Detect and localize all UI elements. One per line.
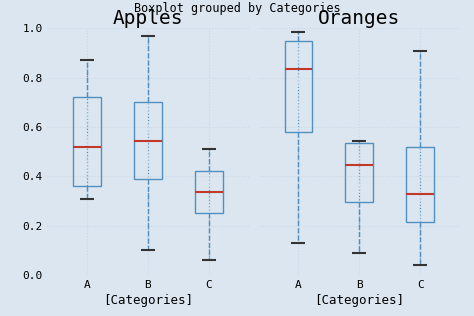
Title: Oranges: Oranges <box>318 9 401 28</box>
X-axis label: [Categories]: [Categories] <box>314 294 404 307</box>
X-axis label: [Categories]: [Categories] <box>103 294 193 307</box>
Text: Boxplot grouped by Categories: Boxplot grouped by Categories <box>134 2 340 15</box>
Title: Apples: Apples <box>113 9 183 28</box>
